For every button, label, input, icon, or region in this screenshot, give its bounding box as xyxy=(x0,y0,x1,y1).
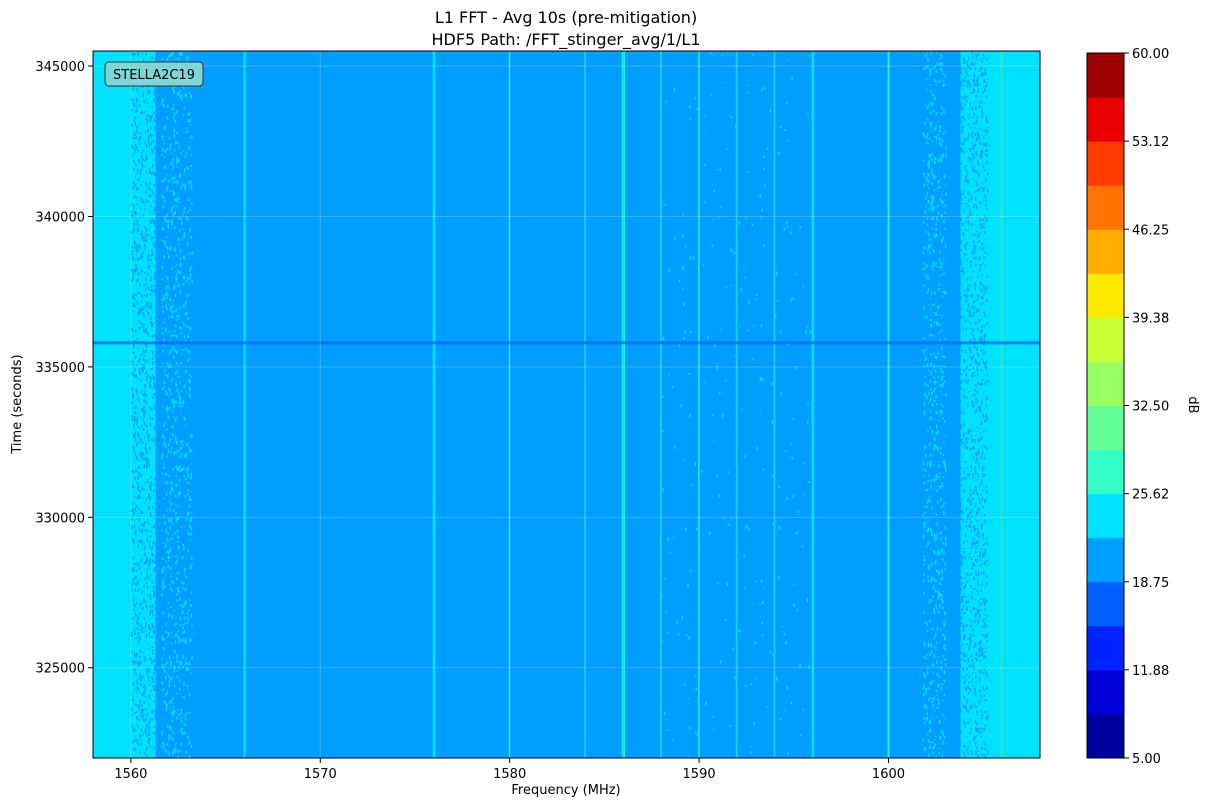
chart-subtitle: HDF5 Path: /FFT_stinger_avg/1/L1 xyxy=(432,30,701,50)
spur-line-4 xyxy=(621,51,626,758)
colorbar-tick-label-7: 53.12 xyxy=(1132,135,1169,150)
spur-line-6 xyxy=(697,51,700,758)
x-tick-label-0: 1560 xyxy=(114,767,147,782)
colorbar-level-2 xyxy=(1087,625,1124,671)
colorbar-level-9 xyxy=(1087,317,1124,362)
spur-line-0 xyxy=(243,51,246,758)
y-axis-label: Time (seconds) xyxy=(10,354,25,454)
colorbar-tick-label-2: 18.75 xyxy=(1132,576,1169,591)
spur-line-10 xyxy=(887,51,890,758)
colorbar-level-7 xyxy=(1087,405,1124,451)
x-tick-label-2: 1580 xyxy=(493,767,526,782)
spur-line-2 xyxy=(508,51,511,758)
speckle-mid xyxy=(661,51,814,758)
speckle-right-dark xyxy=(922,51,989,758)
region-2 xyxy=(187,51,927,758)
colorbar-level-6 xyxy=(1087,449,1124,495)
spur-line-3 xyxy=(584,51,587,758)
region-0 xyxy=(93,51,156,758)
annotation-box: STELLA2C19 xyxy=(104,61,204,87)
colorbar-level-8 xyxy=(1087,361,1124,406)
colorbar-tick-label-5: 39.38 xyxy=(1132,311,1169,326)
spur-lines xyxy=(243,51,1004,758)
x-tick-label-3: 1590 xyxy=(683,767,716,782)
spur-line-11 xyxy=(1000,51,1004,758)
y-tick-label-2: 335000 xyxy=(35,361,85,376)
grid-lines xyxy=(93,51,1040,758)
annotation-label: STELLA2C19 xyxy=(113,68,195,83)
spur-line-7 xyxy=(735,51,738,758)
spur-line-8 xyxy=(773,51,776,758)
colorbar-axis: 5.00 11.88 18.75 25.62 32.50 39.38 46.25 53.12 6… xyxy=(1124,47,1169,767)
colorbar-level-4 xyxy=(1087,537,1124,583)
plot-area xyxy=(93,51,1040,758)
spur-line-1 xyxy=(432,51,436,758)
colorbar-level-11 xyxy=(1087,229,1124,274)
colorbar-level-14 xyxy=(1087,97,1124,142)
frequency-regions xyxy=(93,51,1040,758)
colorbar-tick-label-0: 5.00 xyxy=(1132,752,1161,767)
y-tick-label-4: 345000 xyxy=(35,60,85,75)
colorbar-label: dB xyxy=(1185,396,1200,413)
x-tick-label-1: 1570 xyxy=(304,767,337,782)
speckle-left-light xyxy=(161,51,193,758)
colorbar-level-13 xyxy=(1087,141,1124,186)
y-tick-label-0: 325000 xyxy=(35,662,85,677)
colorbar-level-12 xyxy=(1087,185,1124,230)
time-dropout xyxy=(93,341,1040,345)
colorbar-level-0 xyxy=(1087,713,1124,759)
colorbar-tick-label-1: 11.88 xyxy=(1132,664,1169,679)
plot-frame xyxy=(92,50,1041,759)
colorbar-level-5 xyxy=(1087,493,1124,539)
speckle-right-light xyxy=(922,51,947,758)
noise-speckle xyxy=(130,51,989,758)
speckle-left-dark xyxy=(130,51,193,758)
y-axis: 325000 330000 335000 340000 345000 xyxy=(35,60,93,677)
colorbar-tick-label-6: 46.25 xyxy=(1132,223,1169,238)
x-axis: 1560 1570 1580 1590 1600 xyxy=(114,758,905,782)
colorbar xyxy=(1087,53,1124,759)
y-tick-label-1: 330000 xyxy=(35,511,85,526)
colorbar-tick-label-3: 25.62 xyxy=(1132,488,1169,503)
colorbar-level-3 xyxy=(1087,581,1124,627)
colorbar-tick-label-8: 60.00 xyxy=(1132,47,1169,62)
colorbar-level-10 xyxy=(1087,273,1124,318)
colorbar-tick-label-4: 32.50 xyxy=(1132,400,1169,415)
chart-title: L1 FFT - Avg 10s (pre-mitigation) xyxy=(435,8,697,27)
y-tick-label-3: 340000 xyxy=(35,210,85,225)
colorbar-level-1 xyxy=(1087,669,1124,715)
dropout-line xyxy=(93,341,1040,345)
x-tick-label-4: 1600 xyxy=(872,767,905,782)
x-axis-label: Frequency (MHz) xyxy=(511,783,620,798)
spur-line-9 xyxy=(811,51,815,758)
spur-line-5 xyxy=(660,51,662,758)
colorbar-level-15 xyxy=(1087,53,1124,98)
